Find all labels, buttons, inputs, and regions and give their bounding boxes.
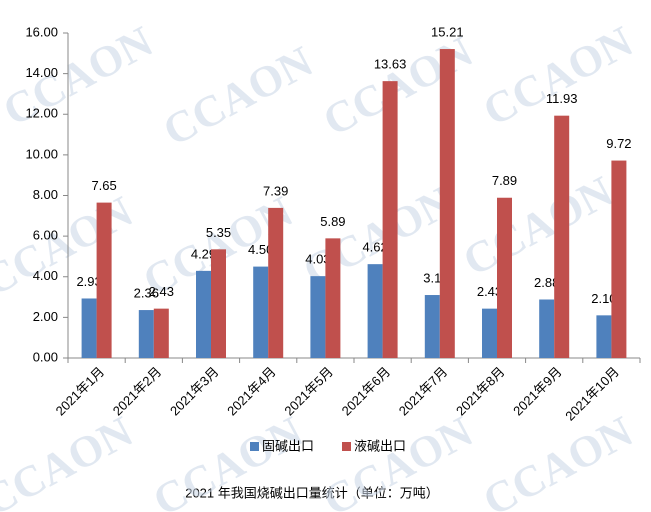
bar bbox=[310, 276, 326, 358]
bar bbox=[367, 264, 383, 358]
bar bbox=[81, 298, 97, 358]
x-tick-label: 2021年8月 bbox=[453, 364, 508, 419]
value-label: 2.10 bbox=[591, 291, 616, 306]
bar bbox=[554, 115, 570, 358]
legend-label: 液碱出口 bbox=[354, 438, 406, 453]
value-label: 2.88 bbox=[534, 275, 559, 290]
watermark: CCAON bbox=[315, 27, 481, 146]
value-label: 15.21 bbox=[431, 24, 464, 39]
x-tick-label: 2021年2月 bbox=[110, 364, 165, 419]
value-label: 4.50 bbox=[248, 242, 273, 257]
value-label: 5.35 bbox=[206, 225, 231, 240]
x-tick-label: 2021年1月 bbox=[53, 364, 108, 419]
value-label: 4.62 bbox=[362, 240, 387, 255]
value-label: 2.93 bbox=[76, 274, 101, 289]
bar bbox=[211, 249, 226, 358]
y-tick-label: 10.00 bbox=[25, 146, 58, 161]
value-label: 4.03 bbox=[305, 252, 330, 267]
bar bbox=[268, 207, 284, 358]
watermark: CCAON bbox=[0, 407, 141, 512]
x-tick-label: 2021年5月 bbox=[281, 364, 336, 419]
legend-swatch bbox=[342, 442, 351, 451]
y-tick-label: 8.00 bbox=[33, 187, 58, 202]
bar bbox=[424, 295, 440, 358]
watermark: CCAON bbox=[155, 37, 321, 156]
x-tick-label: 2021年4月 bbox=[224, 364, 279, 419]
bar bbox=[138, 310, 154, 358]
x-tick-label: 2021年7月 bbox=[396, 364, 451, 419]
watermark: CCAON bbox=[0, 17, 161, 136]
x-tick-label: 2021年9月 bbox=[510, 364, 565, 419]
legend-swatch bbox=[250, 442, 259, 451]
y-tick-label: 0.00 bbox=[33, 349, 58, 364]
y-tick-label: 4.00 bbox=[33, 268, 58, 283]
y-tick-label: 14.00 bbox=[25, 65, 58, 80]
value-label: 7.39 bbox=[263, 183, 288, 198]
bar bbox=[196, 270, 211, 358]
bar bbox=[382, 81, 398, 358]
value-label: 2.43 bbox=[149, 284, 174, 299]
x-tick-label: 2021年3月 bbox=[167, 364, 222, 419]
bar bbox=[253, 266, 269, 358]
bar bbox=[497, 197, 512, 358]
bar bbox=[153, 308, 169, 358]
x-tick-label: 2021年6月 bbox=[339, 364, 394, 419]
value-label: 2.36 bbox=[134, 286, 159, 301]
bar bbox=[325, 238, 341, 358]
value-label: 7.89 bbox=[492, 173, 517, 188]
value-label: 5.89 bbox=[320, 214, 345, 229]
value-label: 4.29 bbox=[191, 246, 216, 261]
bar bbox=[596, 315, 612, 358]
watermark: CCAON bbox=[475, 407, 641, 512]
value-label: 13.63 bbox=[374, 57, 407, 72]
value-label: 2.43 bbox=[477, 284, 502, 299]
y-tick-label: 16.00 bbox=[25, 24, 58, 39]
y-tick-label: 6.00 bbox=[33, 228, 58, 243]
watermark: CCAON bbox=[0, 187, 141, 306]
legend-label: 固碱出口 bbox=[262, 438, 314, 453]
bar bbox=[439, 49, 455, 358]
value-label: 7.65 bbox=[91, 178, 116, 193]
bar bbox=[96, 202, 112, 358]
value-label: 3.1 bbox=[423, 270, 441, 285]
watermark: CCAON bbox=[455, 167, 621, 286]
bar bbox=[539, 299, 555, 358]
y-tick-label: 12.00 bbox=[25, 106, 58, 121]
value-label: 11.93 bbox=[546, 91, 578, 106]
chart-title: 2021 年我国烧碱出口量统计（单位：万吨） bbox=[185, 485, 439, 500]
bar bbox=[482, 308, 497, 358]
y-tick-label: 2.00 bbox=[33, 309, 58, 324]
bar bbox=[611, 160, 627, 358]
value-label: 9.72 bbox=[606, 136, 631, 151]
